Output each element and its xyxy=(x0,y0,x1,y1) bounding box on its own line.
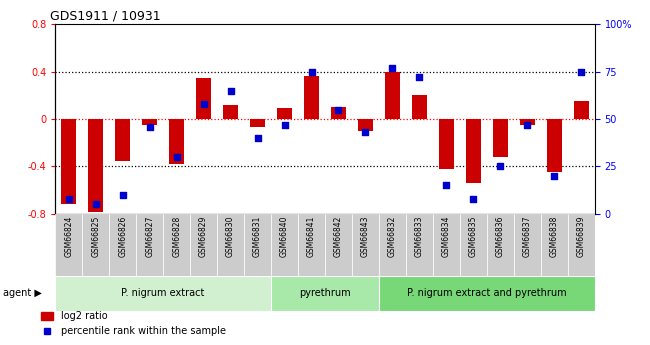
Bar xyxy=(379,276,595,310)
Legend: log2 ratio, percentile rank within the sample: log2 ratio, percentile rank within the s… xyxy=(37,307,229,340)
Bar xyxy=(277,108,292,119)
Bar xyxy=(520,119,535,125)
Point xyxy=(226,88,236,93)
Text: GSM66842: GSM66842 xyxy=(334,216,343,257)
Text: pyrethrum: pyrethrum xyxy=(299,288,351,298)
Text: GSM66830: GSM66830 xyxy=(226,216,235,257)
Text: GSM66835: GSM66835 xyxy=(469,216,478,257)
Bar xyxy=(55,276,271,310)
Text: GDS1911 / 10931: GDS1911 / 10931 xyxy=(50,10,161,23)
Bar xyxy=(466,119,481,183)
Point xyxy=(468,196,478,201)
Bar xyxy=(244,214,271,276)
Point xyxy=(360,129,370,135)
Point xyxy=(441,183,452,188)
Bar xyxy=(136,214,163,276)
Bar xyxy=(82,214,109,276)
Text: GSM66841: GSM66841 xyxy=(307,216,316,257)
Bar xyxy=(271,276,379,310)
Bar xyxy=(568,214,595,276)
Text: GSM66826: GSM66826 xyxy=(118,216,127,257)
Bar xyxy=(514,214,541,276)
Bar xyxy=(298,214,325,276)
Text: GSM66832: GSM66832 xyxy=(388,216,397,257)
Bar xyxy=(412,95,427,119)
Text: GSM66831: GSM66831 xyxy=(253,216,262,257)
Text: GSM66836: GSM66836 xyxy=(496,216,505,257)
Point xyxy=(333,107,344,112)
Bar xyxy=(88,119,103,211)
Bar xyxy=(163,214,190,276)
Bar xyxy=(379,214,406,276)
Bar xyxy=(250,119,265,127)
Text: P. nigrum extract: P. nigrum extract xyxy=(122,288,205,298)
Bar xyxy=(460,214,487,276)
Bar xyxy=(385,71,400,119)
Bar xyxy=(109,214,136,276)
Bar xyxy=(493,119,508,157)
Text: GSM66825: GSM66825 xyxy=(91,216,100,257)
Point xyxy=(306,69,317,74)
Bar xyxy=(406,214,433,276)
Bar xyxy=(271,214,298,276)
Text: GSM66843: GSM66843 xyxy=(361,216,370,257)
Bar xyxy=(487,214,514,276)
Bar xyxy=(574,101,589,119)
Bar xyxy=(55,214,83,276)
Text: GSM66834: GSM66834 xyxy=(442,216,451,257)
Text: GSM66839: GSM66839 xyxy=(577,216,586,257)
Text: GSM66828: GSM66828 xyxy=(172,216,181,257)
Point xyxy=(172,154,182,160)
Point xyxy=(414,75,424,80)
Text: GSM66833: GSM66833 xyxy=(415,216,424,257)
Text: GSM66838: GSM66838 xyxy=(550,216,559,257)
Point xyxy=(64,196,74,201)
Text: GSM66840: GSM66840 xyxy=(280,216,289,257)
Text: GSM66837: GSM66837 xyxy=(523,216,532,257)
Text: P. nigrum extract and pyrethrum: P. nigrum extract and pyrethrum xyxy=(407,288,567,298)
Text: GSM66824: GSM66824 xyxy=(64,216,73,257)
Point xyxy=(280,122,290,127)
Bar xyxy=(115,119,130,160)
Point xyxy=(576,69,586,74)
Bar xyxy=(142,119,157,125)
Bar xyxy=(223,105,238,119)
Point xyxy=(252,135,263,141)
Bar xyxy=(190,214,217,276)
Bar xyxy=(196,78,211,119)
Text: agent ▶: agent ▶ xyxy=(3,288,42,298)
Bar xyxy=(325,214,352,276)
Point xyxy=(387,65,398,70)
Bar xyxy=(331,107,346,119)
Point xyxy=(198,101,209,107)
Point xyxy=(90,201,101,207)
Bar xyxy=(61,119,76,204)
Bar xyxy=(169,119,184,164)
Bar xyxy=(541,214,568,276)
Bar xyxy=(439,119,454,169)
Point xyxy=(144,124,155,129)
Bar xyxy=(352,214,379,276)
Bar xyxy=(304,76,319,119)
Bar xyxy=(358,119,373,131)
Point xyxy=(118,192,128,198)
Bar xyxy=(433,214,460,276)
Bar xyxy=(547,119,562,172)
Point xyxy=(549,173,560,179)
Point xyxy=(522,122,532,127)
Bar xyxy=(217,214,244,276)
Text: GSM66827: GSM66827 xyxy=(145,216,154,257)
Point xyxy=(495,164,506,169)
Text: GSM66829: GSM66829 xyxy=(199,216,208,257)
